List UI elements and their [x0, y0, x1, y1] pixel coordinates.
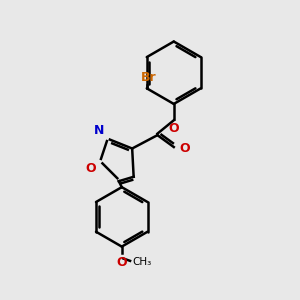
Text: O: O: [116, 256, 127, 268]
Text: O: O: [179, 142, 190, 155]
Text: Br: Br: [140, 71, 156, 84]
Text: CH₃: CH₃: [132, 257, 152, 267]
Text: O: O: [169, 122, 179, 135]
Text: O: O: [85, 162, 96, 175]
Text: N: N: [94, 124, 104, 137]
